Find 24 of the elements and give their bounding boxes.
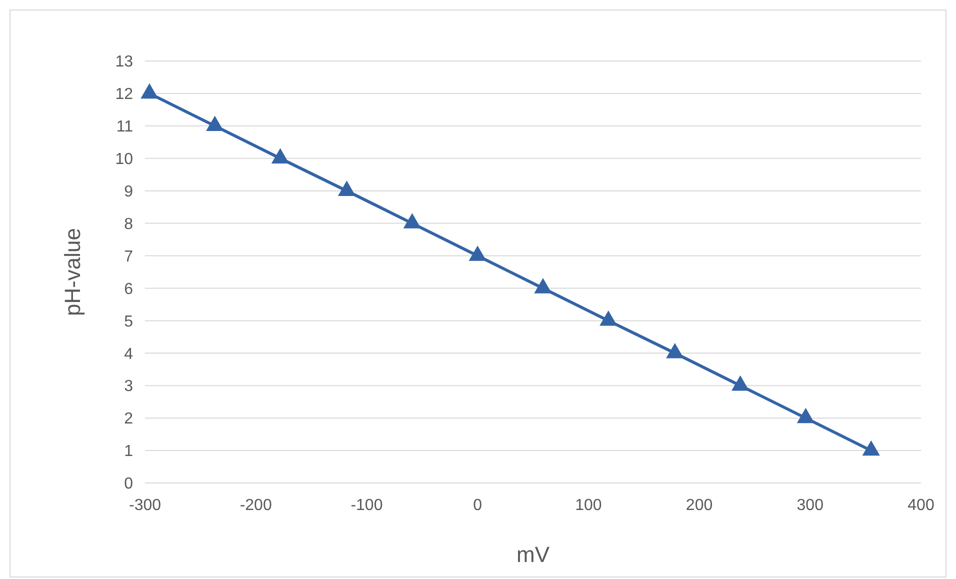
x-tick-label: 200 — [686, 497, 713, 514]
x-tick-label: -300 — [128, 497, 162, 514]
y-tick-label: 13 — [115, 54, 134, 71]
x-tick-label: -100 — [350, 497, 383, 514]
x-tick-label: 300 — [796, 497, 824, 514]
y-tick-label: 2 — [124, 410, 134, 428]
y-tick-label: 12 — [115, 86, 134, 104]
x-tick-label: 100 — [575, 497, 602, 514]
y-tick-label: 10 — [115, 150, 134, 168]
x-tick-label: -200 — [240, 497, 272, 514]
y-tick-label: 1 — [124, 443, 134, 460]
y-tick-label: 7 — [124, 248, 134, 266]
x-axis-title: mV — [516, 542, 550, 567]
y-tick-label: 6 — [124, 280, 134, 298]
y-tick-label: 4 — [124, 346, 134, 363]
y-tick-label: 9 — [124, 183, 134, 200]
y-tick-label: 8 — [124, 216, 134, 233]
y-tick-label: 0 — [124, 476, 134, 493]
y-axis-title: pH-value — [60, 228, 85, 316]
y-tick-label: 3 — [124, 378, 134, 396]
y-tick-label: 11 — [116, 118, 134, 136]
x-tick-label: 400 — [908, 497, 934, 514]
y-tick-label: 5 — [124, 313, 134, 330]
x-tick-label: 0 — [473, 497, 482, 514]
